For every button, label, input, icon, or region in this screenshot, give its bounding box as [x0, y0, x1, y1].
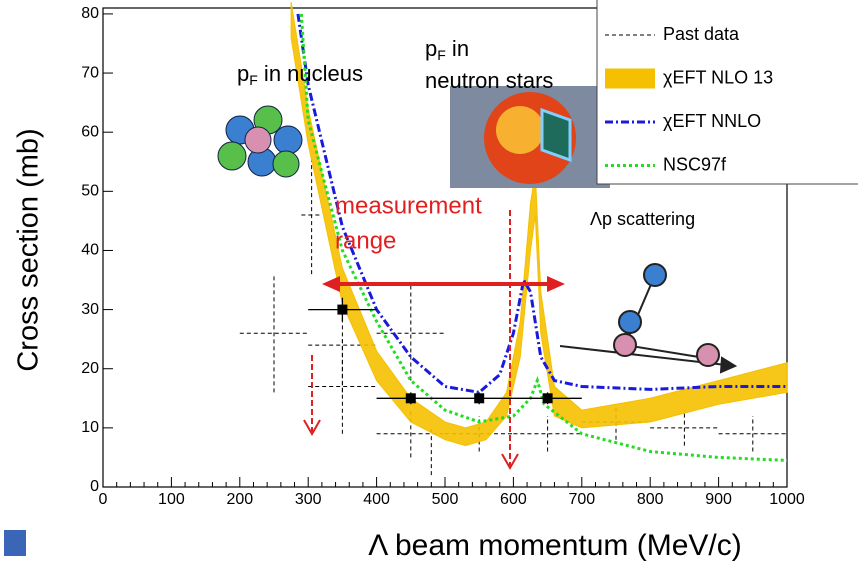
x-tick-label: 700	[568, 491, 595, 508]
y-tick-label: 60	[81, 123, 99, 140]
x-axis-label: Λ beam momentum (MeV/c)	[368, 529, 741, 562]
range-arrows	[303, 210, 565, 471]
past-data-point	[513, 416, 582, 452]
x-tick-label: 400	[363, 491, 390, 508]
legend-label: Past data	[663, 24, 740, 44]
scattering-diagram	[559, 263, 738, 374]
annotation-range: range	[335, 227, 396, 254]
x-tick-label: 800	[637, 491, 664, 508]
legend: Past data χEFT NLO 13 χEFT NNLO NSC97f	[596, 0, 858, 185]
measured-point	[308, 297, 377, 322]
y-tick-label: 30	[81, 301, 99, 318]
annotation-neutron-stars-line2: neutron stars	[425, 68, 553, 93]
past-data-point	[239, 274, 309, 393]
nucleus-picture	[217, 105, 303, 178]
x-tick-label: 300	[295, 491, 322, 508]
past-data-point	[376, 285, 445, 381]
y-tick-label: 10	[81, 419, 99, 436]
legend-label: NSC97f	[663, 154, 727, 174]
curve	[296, 13, 787, 394]
neutron-star-picture	[450, 86, 610, 188]
y-tick-label: 0	[90, 478, 99, 495]
legend-box	[596, 0, 858, 185]
past-data-point	[650, 410, 719, 446]
plot-area: 0 100 200 300 400 500 600 700 800 900 1000 0 10 20 30 4…	[81, 2, 805, 508]
annotation-measurement: measurement	[335, 192, 482, 219]
x-tick-label: 600	[500, 491, 527, 508]
y-axis-label: Cross section (mb)	[13, 128, 45, 371]
annotation-nucleus: pF in nucleus	[237, 61, 363, 88]
marker	[337, 304, 348, 315]
band	[290, 2, 788, 447]
measured-point	[445, 392, 514, 405]
x-tick-label: 1000	[769, 491, 805, 508]
legend-items: Past data χEFT NLO 13 χEFT NNLO NSC97f	[605, 24, 773, 174]
curve	[299, 13, 788, 462]
y-tick-label: 70	[81, 64, 99, 81]
x-tick-label: 0	[99, 491, 108, 508]
past-data-point	[718, 416, 787, 452]
x-tick-label: 100	[158, 491, 185, 508]
marker	[542, 393, 553, 404]
y-tick-label: 80	[81, 5, 99, 22]
annotation-neutron-stars: pF in	[425, 36, 469, 63]
slide-icon	[4, 530, 26, 556]
x-tick-label: 500	[432, 491, 459, 508]
past-data-point	[301, 155, 322, 275]
measured-point	[513, 392, 582, 405]
x-tick-label: 200	[226, 491, 253, 508]
y-tick-label: 40	[81, 242, 99, 259]
legend-swatch	[605, 68, 655, 89]
y-tick-label: 50	[81, 183, 99, 200]
marker	[474, 393, 485, 404]
legend-label: χEFT NLO 13	[663, 67, 773, 87]
x-tick-label: 900	[705, 491, 732, 508]
annotation-scattering: Λp scattering	[590, 209, 695, 229]
y-tick-label: 20	[81, 360, 99, 377]
measured-point	[376, 392, 445, 405]
marker	[405, 393, 416, 404]
legend-label: χEFT NNLO	[663, 111, 761, 131]
past-data-point	[308, 339, 377, 434]
